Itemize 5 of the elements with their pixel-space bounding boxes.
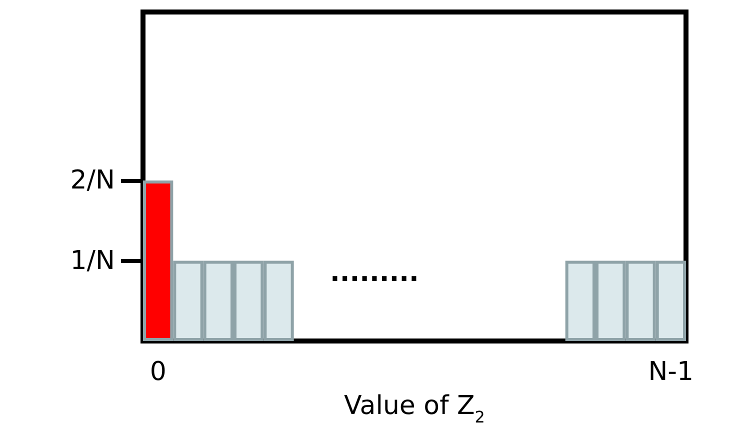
y-tick-label: 1/N xyxy=(70,246,115,276)
y-tick-label: 2/N xyxy=(70,166,115,196)
x-tick-label: N-1 xyxy=(648,357,694,387)
x-tick-label: 0 xyxy=(150,357,166,387)
annotation: ......... xyxy=(330,258,419,288)
